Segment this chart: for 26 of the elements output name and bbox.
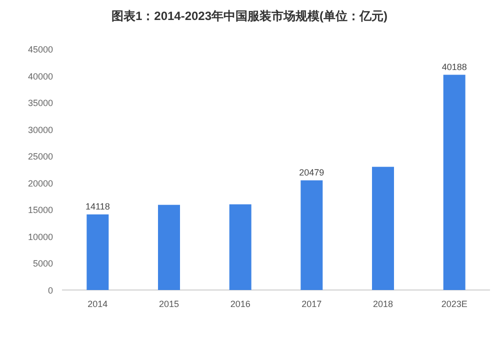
chart-title: 图表1：2014-2023年中国服装市场规模(单位：亿元) (111, 9, 388, 23)
data-label: 40188 (442, 62, 467, 72)
y-tick-label: 40000 (28, 71, 53, 82)
x-tick-label: 2018 (372, 299, 394, 309)
y-tick-label: 0 (48, 286, 53, 296)
y-tick-label: 5000 (32, 258, 53, 269)
y-tick-label: 10000 (28, 232, 53, 242)
x-tick-label: 2016 (230, 299, 250, 309)
x-tick-label: 2017 (302, 299, 322, 309)
y-tick-label: 25000 (28, 152, 53, 162)
bar (229, 204, 252, 290)
data-label: 20479 (299, 167, 324, 178)
bar (86, 214, 109, 290)
y-tick-label: 45000 (28, 44, 53, 54)
x-tick-label: 2023E (441, 299, 468, 309)
bar (443, 74, 466, 290)
y-tick-label: 30000 (28, 124, 53, 135)
y-tick-label: 35000 (28, 98, 53, 108)
data-label: 14118 (85, 201, 110, 212)
bar (158, 204, 180, 290)
y-tick-label: 15000 (28, 205, 53, 216)
bar (300, 180, 323, 290)
bar (372, 166, 394, 290)
y-tick-label: 20000 (28, 178, 53, 188)
x-tick-label: 2015 (158, 299, 180, 309)
x-tick-label: 2014 (88, 299, 108, 309)
